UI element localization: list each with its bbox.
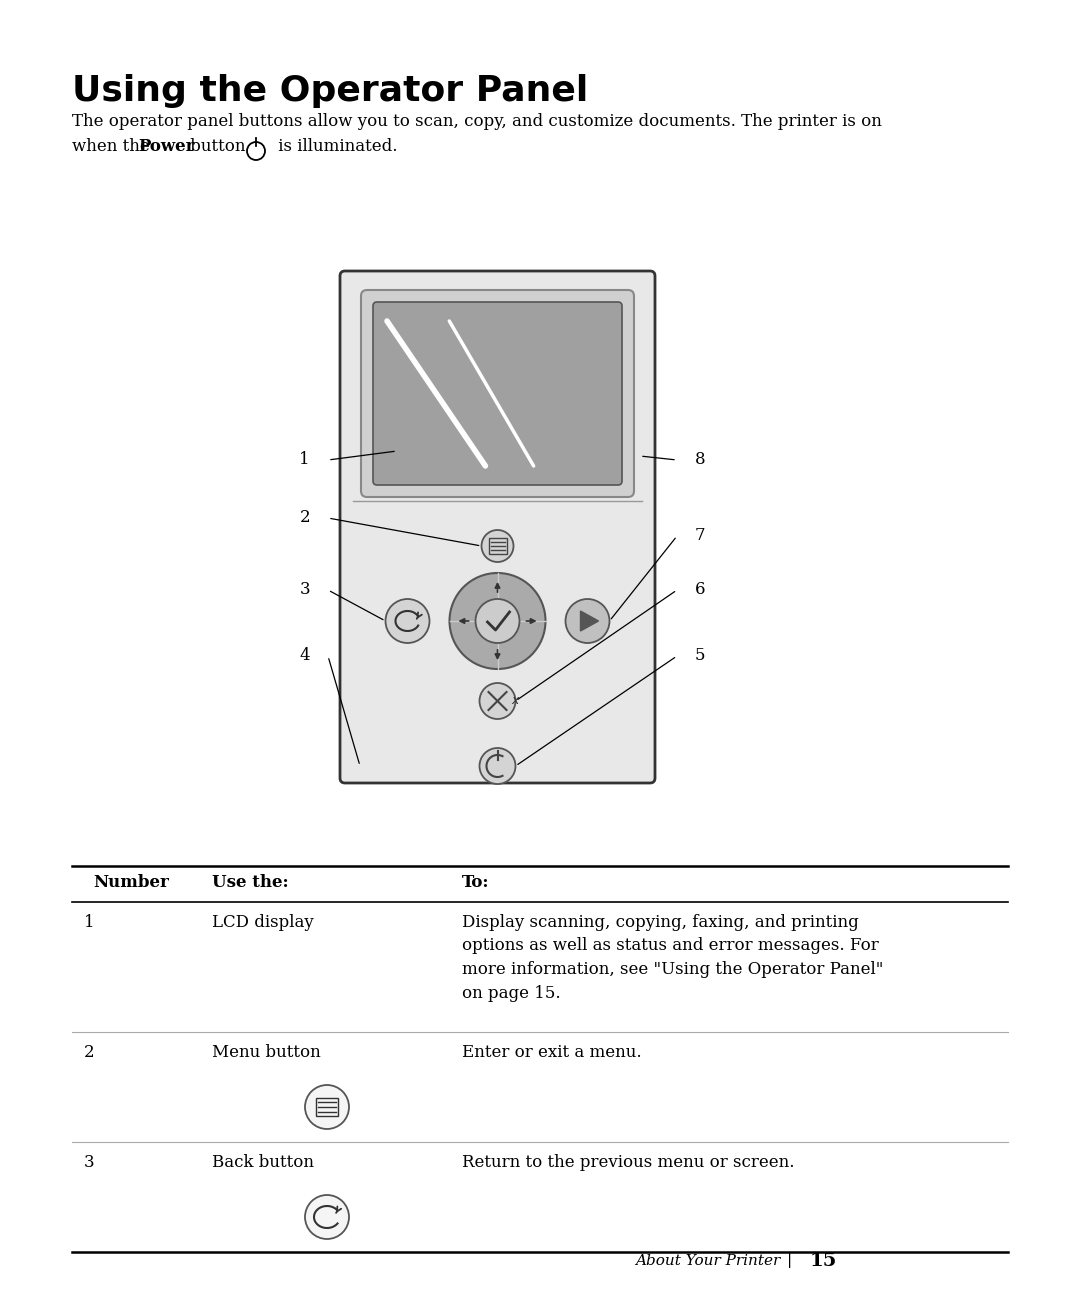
Text: 15: 15 — [810, 1252, 837, 1270]
Circle shape — [475, 599, 519, 643]
Circle shape — [566, 599, 609, 643]
Text: x: x — [512, 695, 518, 708]
Text: when the: when the — [72, 137, 156, 156]
Text: Enter or exit a menu.: Enter or exit a menu. — [462, 1045, 642, 1061]
Text: Menu button: Menu button — [212, 1045, 321, 1061]
Text: 2: 2 — [299, 509, 310, 526]
Bar — [316, 1098, 338, 1116]
Text: Display scanning, copying, faxing, and printing
options as well as status and er: Display scanning, copying, faxing, and p… — [462, 914, 883, 1002]
Text: Using the Operator Panel: Using the Operator Panel — [72, 74, 589, 108]
Text: To:: To: — [462, 874, 489, 892]
Text: About Your Printer: About Your Printer — [635, 1255, 780, 1267]
Circle shape — [449, 573, 545, 669]
Circle shape — [482, 530, 513, 562]
Text: 4: 4 — [299, 648, 310, 665]
Text: is illuminated.: is illuminated. — [273, 137, 397, 156]
Text: |: | — [787, 1253, 793, 1269]
Text: Back button: Back button — [212, 1153, 314, 1172]
Circle shape — [480, 748, 515, 784]
Text: The operator panel buttons allow you to scan, copy, and customize documents. The: The operator panel buttons allow you to … — [72, 113, 882, 130]
Circle shape — [305, 1085, 349, 1129]
Text: 3: 3 — [84, 1153, 95, 1172]
Text: button: button — [185, 137, 245, 156]
Bar — [488, 538, 507, 553]
Text: 2: 2 — [84, 1045, 95, 1061]
Text: 8: 8 — [696, 451, 705, 468]
Text: Number: Number — [93, 874, 168, 892]
FancyBboxPatch shape — [373, 302, 622, 485]
Text: 1: 1 — [84, 914, 95, 931]
Text: Use the:: Use the: — [212, 874, 288, 892]
Circle shape — [480, 683, 515, 719]
Circle shape — [305, 1195, 349, 1239]
Text: Return to the previous menu or screen.: Return to the previous menu or screen. — [462, 1153, 795, 1172]
FancyBboxPatch shape — [361, 290, 634, 496]
Text: 3: 3 — [299, 582, 310, 599]
FancyBboxPatch shape — [340, 271, 654, 783]
Text: 6: 6 — [696, 582, 705, 599]
Text: LCD display: LCD display — [212, 914, 314, 931]
Text: 7: 7 — [696, 527, 705, 544]
Polygon shape — [581, 610, 598, 631]
Text: 1: 1 — [299, 451, 310, 468]
Text: 5: 5 — [696, 648, 705, 665]
Text: Power: Power — [138, 137, 194, 156]
Circle shape — [386, 599, 430, 643]
